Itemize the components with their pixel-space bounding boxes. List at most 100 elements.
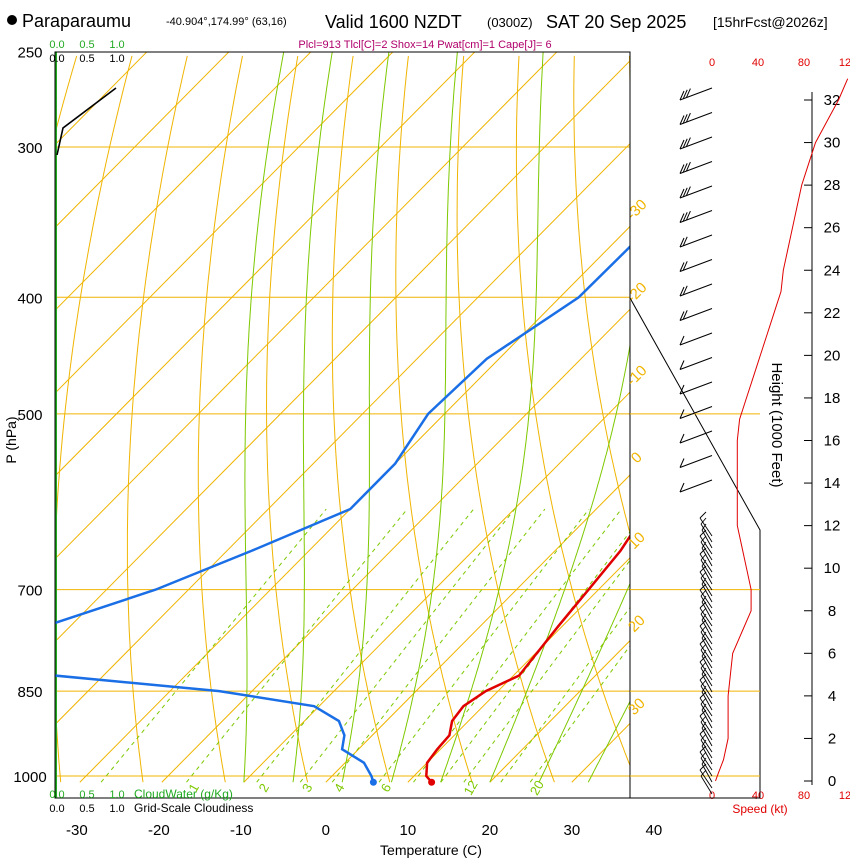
wind-barb — [679, 161, 713, 174]
height-tick-label: 10 — [824, 560, 841, 577]
wind-barb-flag — [699, 511, 707, 519]
wind-barb — [700, 721, 713, 741]
wind-barb — [679, 308, 713, 321]
wind-barb-flag — [682, 187, 688, 198]
wind-barb-flag — [679, 482, 685, 493]
wind-barb — [699, 607, 713, 627]
wind-barb-flag — [679, 115, 685, 125]
isotherm-line — [79, 225, 630, 783]
wind-barb-flag — [699, 727, 707, 735]
wind-barb-flag — [699, 745, 707, 753]
dry-adiabat-line — [456, 55, 555, 783]
wind-barb-flag — [699, 763, 707, 771]
isotherm-line — [55, 52, 312, 312]
speed-tick-top: 0 — [709, 57, 715, 69]
wind-barb — [679, 406, 713, 419]
y-axis-title: P (hPa) — [3, 416, 19, 463]
wind-barb — [700, 613, 713, 633]
wind-barb — [699, 733, 713, 753]
wind-barb-flag — [679, 360, 685, 370]
valid-time: Valid 1600 NZDT — [325, 12, 462, 32]
mixing-ratio-line — [378, 508, 590, 783]
axis-labels: -30 -20 -10 0 10 20 30 402503004005007008501000… — [13, 39, 850, 839]
isotherm-label: 0 — [628, 449, 646, 467]
moist-adiabat-line — [489, 342, 630, 783]
wind-barb-flag — [682, 89, 688, 100]
x-tick-label: 30 — [563, 822, 580, 839]
height-tick-label: 0 — [828, 773, 836, 790]
wind-barb-flag — [679, 139, 685, 150]
isotherm-line — [243, 391, 630, 783]
wind-barbs — [679, 87, 713, 795]
wind-barb-flag — [701, 685, 707, 693]
wind-barb-flag — [700, 517, 707, 525]
wind-barb — [679, 185, 713, 199]
thermo-grid — [55, 52, 850, 783]
wind-barb — [699, 697, 713, 717]
wind-barb — [699, 643, 713, 663]
wind-barb-flag — [700, 679, 707, 687]
wind-barb-flag — [701, 631, 707, 639]
dry-adiabat-line — [395, 55, 473, 783]
speed-tick-top: 40 — [752, 57, 764, 69]
isotherm-line — [489, 639, 630, 783]
wind-barb — [701, 745, 713, 765]
height-tick-label: 14 — [824, 475, 841, 492]
wind-barb-flag — [699, 691, 707, 699]
wind-barb — [701, 727, 713, 747]
wind-barb-flag — [679, 188, 685, 199]
mixing-ratio-label: 2 — [255, 781, 272, 795]
wind-barb-flag — [679, 409, 685, 419]
mixing-ratio-label: 20 — [527, 778, 547, 798]
x-tick-label: 0 — [322, 822, 330, 839]
wind-barb — [701, 673, 713, 693]
wind-barb — [679, 136, 713, 150]
wind-barb-flag — [699, 565, 707, 573]
utc-time: (0300Z) — [487, 15, 533, 30]
wind-barb-flag — [699, 619, 707, 627]
wind-barb — [679, 455, 713, 468]
station-marker-icon — [7, 15, 17, 25]
wind-barb — [679, 479, 713, 493]
wind-barb — [679, 381, 713, 395]
wind-barb-flag — [682, 212, 688, 222]
isotherm-line — [55, 52, 394, 394]
forecast-info: [15hrFcst@2026z] — [713, 14, 828, 30]
wind-barb-flag — [685, 210, 691, 221]
wind-barb — [699, 589, 713, 609]
wind-barb — [701, 763, 713, 783]
height-tick-label: 2 — [828, 730, 836, 747]
dry-adiabat-line — [573, 55, 630, 536]
wind-panel — [629, 52, 849, 799]
wind-barb-flag — [679, 286, 685, 297]
cloudiness-tick-top: 0.0 — [49, 53, 64, 65]
wind-barb — [700, 757, 713, 777]
mixing-ratio-line — [186, 508, 408, 783]
wind-barb — [701, 655, 713, 675]
isotherm-line — [55, 52, 476, 477]
wind-barb — [699, 715, 713, 735]
wind-barb-flag — [682, 163, 688, 173]
wind-barb-flag — [701, 523, 707, 531]
dry-adiabat-line — [685, 56, 850, 782]
wind-barb-flag — [701, 721, 707, 729]
isotherm-line — [161, 308, 630, 783]
wind-barb-flag — [699, 601, 707, 609]
valid-date: SAT 20 Sep 2025 — [546, 12, 686, 32]
surface-dewpoint-marker — [369, 778, 377, 786]
dry-adiabat-line — [197, 55, 243, 783]
wind-barb — [701, 529, 713, 549]
wind-barb-flag — [685, 112, 691, 123]
wind-barb-flag — [679, 262, 685, 272]
wind-barb-flag — [700, 751, 707, 759]
surface-temperature-marker — [428, 778, 436, 786]
moist-adiabat-line — [243, 52, 285, 783]
x-axis-title: Temperature (C) — [380, 842, 482, 858]
wind-barb-flag — [699, 529, 707, 537]
pressure-tick-label: 500 — [17, 407, 42, 424]
wind-barb — [679, 357, 713, 370]
isotherm-line — [736, 52, 850, 783]
wind-barb-flag — [685, 137, 691, 147]
height-tick-label: 6 — [828, 645, 836, 662]
